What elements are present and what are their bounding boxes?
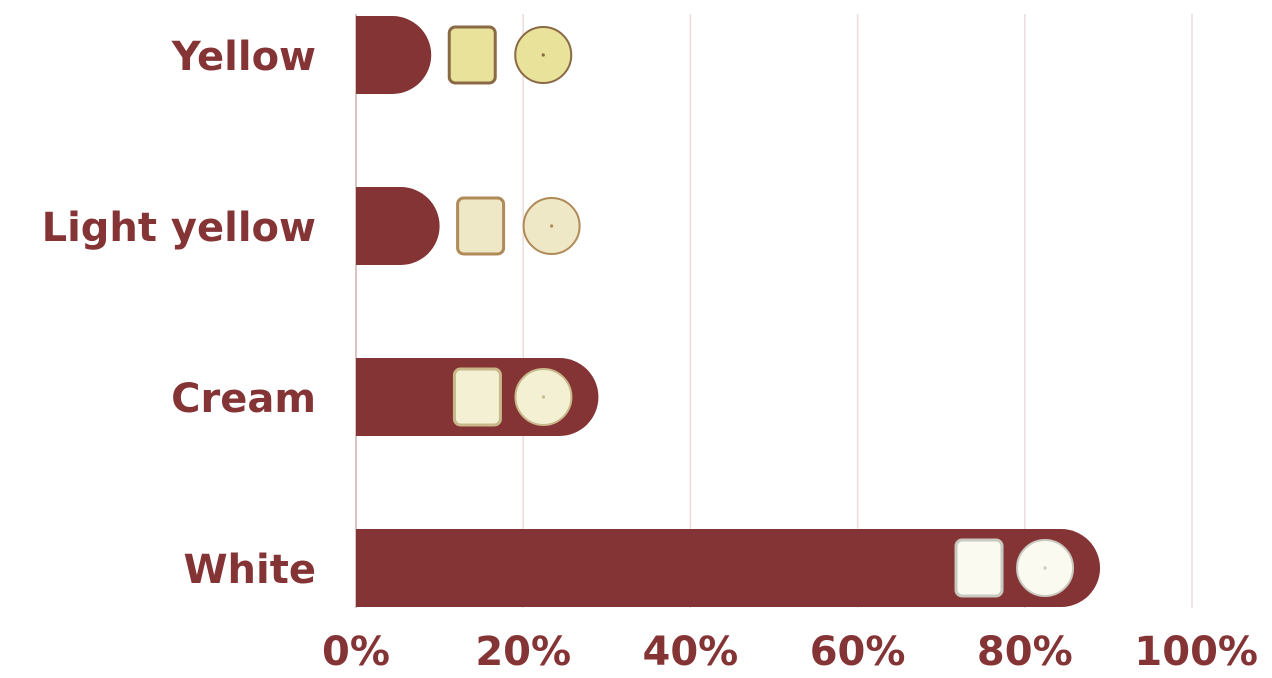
root-slice-illustration — [456, 196, 581, 256]
category-labels: Yellow Light yellow Cream White — [42, 34, 316, 593]
bar — [356, 529, 1101, 607]
x-tick-label: 40% — [643, 629, 739, 675]
root-slice-core — [550, 224, 554, 228]
category-label: White — [183, 547, 316, 593]
x-tick-label: 80% — [977, 629, 1073, 675]
x-tick-label: 60% — [810, 629, 906, 675]
root-slice-core — [541, 53, 545, 57]
root-slice-side — [954, 538, 1004, 598]
category-label: Yellow — [171, 34, 316, 80]
bar — [356, 187, 440, 265]
x-tick-label: 20% — [475, 629, 571, 675]
x-tick-labels: 0% 20% 40% 60% 80% 100% — [322, 629, 1258, 675]
root-slice-core — [541, 395, 546, 399]
root-slice-core — [1043, 566, 1047, 570]
root-slice-illustration — [447, 25, 573, 85]
root-slice-side — [456, 196, 506, 256]
gridlines — [522, 14, 1193, 608]
bar — [356, 16, 432, 94]
root-slice-side — [447, 25, 497, 85]
bars — [356, 16, 1101, 607]
category-label: Light yellow — [42, 205, 316, 251]
x-tick-label: 100% — [1134, 629, 1258, 675]
category-label: Cream — [171, 376, 316, 422]
root-slice-illustration — [452, 367, 573, 427]
root-slice-side — [452, 367, 502, 427]
root-slice-illustration — [954, 538, 1075, 598]
x-tick-label: 0% — [322, 629, 390, 675]
